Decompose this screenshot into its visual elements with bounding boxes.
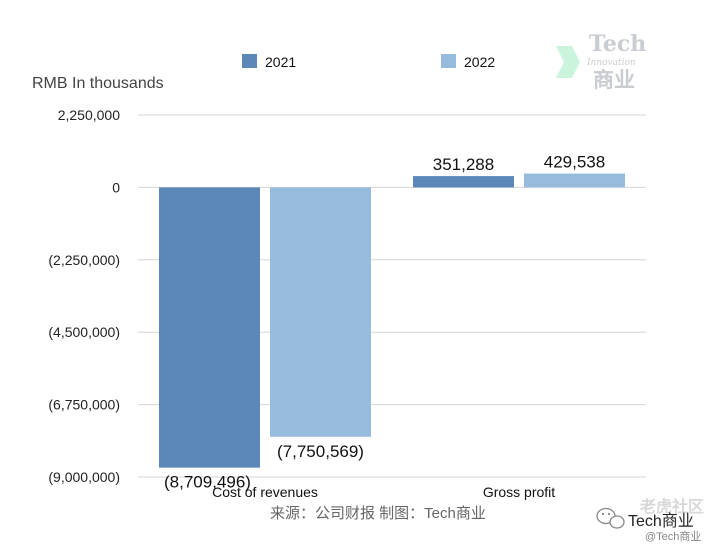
bar-2021-0 xyxy=(159,187,260,468)
y-tick-label: (6,750,000) xyxy=(48,397,120,413)
data-label: (7,750,569) xyxy=(277,442,364,461)
legend-swatch-2021 xyxy=(242,54,257,68)
watermark-title: Tech xyxy=(589,31,646,57)
y-tick-label: 0 xyxy=(112,179,120,195)
y-axis: 2,250,000 0 (2,250,000) (4,500,000) (6,750,0… xyxy=(48,107,120,485)
community-watermark: 老虎社区 xyxy=(639,497,704,516)
legend-swatch-2022 xyxy=(441,54,456,68)
bar-2021-1 xyxy=(413,176,514,188)
y-tick-label: 2,250,000 xyxy=(58,107,120,123)
legend: 2021 2022 xyxy=(242,54,495,70)
y-tick-label: (2,250,000) xyxy=(48,252,120,268)
bar-2022-1 xyxy=(524,173,625,188)
wechat-account-handle: @Tech商业 xyxy=(645,529,701,543)
category-label: Cost of revenues xyxy=(212,484,318,500)
tech-watermark-logo: Tech Innovation 商业 xyxy=(556,31,646,92)
legend-label-2021: 2021 xyxy=(265,54,296,70)
y-tick-label: (9,000,000) xyxy=(48,469,120,485)
watermark-cn: 商业 xyxy=(593,68,635,92)
x-axis-categories: Cost of revenues Gross profit xyxy=(212,484,555,500)
bar-2022-0 xyxy=(270,187,371,437)
category-label: Gross profit xyxy=(483,484,555,500)
y-tick-label: (4,500,000) xyxy=(48,324,120,340)
unit-label: RMB In thousands xyxy=(32,75,164,92)
wechat-badge: 老虎社区 Tech商业 @Tech商业 xyxy=(596,497,704,543)
wechat-icon xyxy=(596,507,625,529)
data-label: (8,709,496) xyxy=(164,473,251,492)
data-label: 429,538 xyxy=(544,153,605,172)
chevron-icon xyxy=(556,46,580,78)
bars xyxy=(159,173,625,468)
data-labels: (8,709,496) (7,750,569) 351,288 429,538 xyxy=(164,153,605,492)
legend-label-2022: 2022 xyxy=(464,54,495,70)
wechat-account-name: Tech商业 xyxy=(628,512,694,530)
source-note: 来源：公司财报 制图：Tech商业 xyxy=(270,505,486,522)
watermark-subtitle: Innovation xyxy=(586,58,636,68)
data-label: 351,288 xyxy=(433,155,494,174)
